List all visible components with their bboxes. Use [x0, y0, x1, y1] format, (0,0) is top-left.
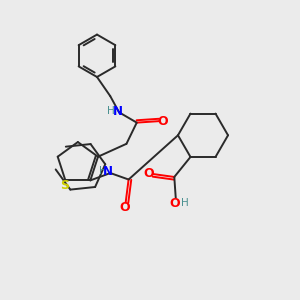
Text: H: H	[181, 198, 188, 208]
Text: O: O	[169, 197, 180, 210]
Text: H: H	[107, 106, 115, 116]
Text: N: N	[112, 105, 123, 118]
Text: H: H	[98, 166, 106, 176]
Text: O: O	[143, 167, 154, 180]
Text: O: O	[119, 201, 130, 214]
Text: N: N	[103, 165, 113, 178]
Text: S: S	[60, 178, 69, 192]
Text: O: O	[157, 115, 168, 128]
